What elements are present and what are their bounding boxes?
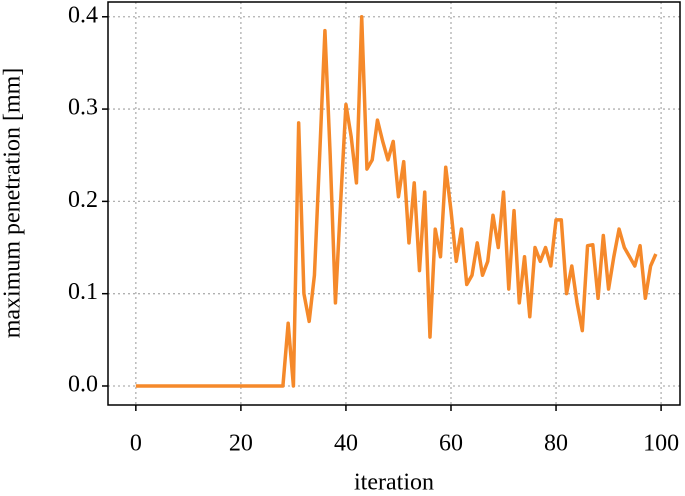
plot-frame [107,1,681,406]
y-tick-label: 0.2 [68,187,98,213]
x-tick-label: 0 [130,431,142,457]
x-axis-label: iteration [354,470,434,496]
data-line [135,15,658,388]
x-tick-label: 80 [544,431,568,457]
y-tick-label: 0.0 [68,371,98,397]
x-tick-label: 20 [229,431,253,457]
y-tick-label: 0.3 [68,95,98,121]
x-tick-label: 100 [643,431,679,457]
x-tick-label: 60 [439,431,463,457]
y-tick-label: 0.1 [68,279,98,305]
x-tick-label: 40 [334,431,358,457]
y-axis-label: maximum penetration [mm] [0,68,26,339]
y-tick-label: 0.4 [68,2,98,28]
